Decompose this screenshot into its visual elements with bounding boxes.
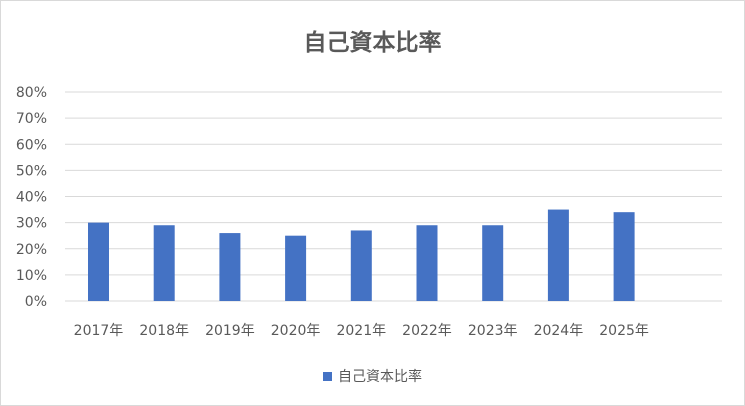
bar xyxy=(547,209,569,301)
bar xyxy=(153,225,175,301)
y-tick-label: 80% xyxy=(16,85,47,101)
legend-label: 自己資本比率 xyxy=(338,369,422,385)
x-tick-label: 2018年 xyxy=(139,323,189,339)
x-tick-label: 2025年 xyxy=(599,323,649,339)
y-tick-label: 10% xyxy=(16,268,47,284)
bar xyxy=(482,225,504,301)
chart-title: 自己資本比率 xyxy=(303,30,442,56)
y-tick-label: 70% xyxy=(16,111,47,127)
legend: 自己資本比率 xyxy=(1,366,744,386)
legend-swatch xyxy=(323,371,332,381)
bar xyxy=(416,225,438,301)
bar xyxy=(613,212,635,301)
bar xyxy=(219,233,241,301)
x-tick-label: 2020年 xyxy=(271,323,321,339)
x-tick-label: 2021年 xyxy=(336,323,386,339)
y-tick-label: 50% xyxy=(16,163,47,179)
y-tick-label: 30% xyxy=(16,216,47,232)
x-tick-label: 2024年 xyxy=(534,323,584,339)
y-tick-label: 60% xyxy=(16,137,47,153)
x-tick-label: 2022年 xyxy=(402,323,452,339)
bar xyxy=(88,222,109,301)
bar xyxy=(285,235,307,301)
y-tick-label: 0% xyxy=(25,294,47,310)
x-tick-label: 2019年 xyxy=(205,323,255,339)
y-tick-label: 40% xyxy=(16,190,47,206)
bar xyxy=(350,230,372,301)
x-tick-label: 2023年 xyxy=(468,323,518,339)
x-tick-label: 2017年 xyxy=(74,323,124,339)
y-tick-label: 20% xyxy=(16,242,47,258)
